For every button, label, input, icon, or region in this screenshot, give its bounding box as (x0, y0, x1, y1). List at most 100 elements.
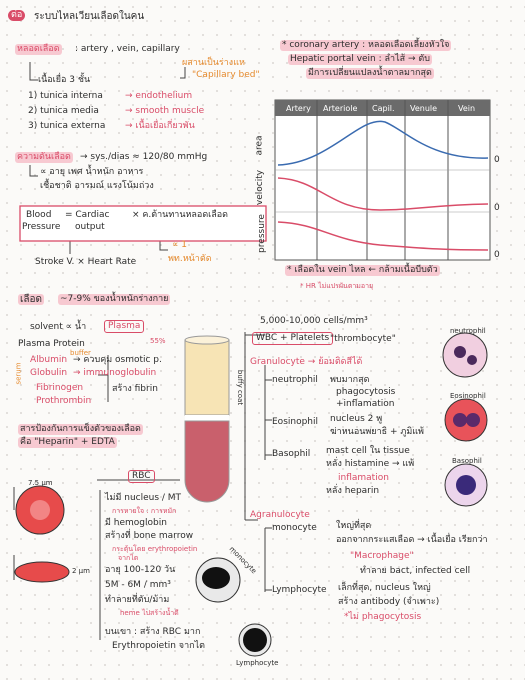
text: ∝ 1 (172, 240, 188, 250)
text: มี hemoglobin (105, 518, 167, 528)
axis-label: pressure (256, 214, 267, 253)
column-label: Capil. (372, 104, 395, 113)
text: เนื้อเยื่อ 3 ชั้น (38, 75, 91, 85)
text: *ไม่ phagocytosis (344, 612, 422, 622)
formula-box (19, 205, 267, 242)
text: พบมากสุด (330, 375, 370, 385)
text: output (75, 222, 105, 232)
text: × ค.ต้านทานหลอดเลือด (132, 210, 229, 220)
text: Granulocyte → ย้อมติดสีได้ (250, 357, 363, 367)
text: mast cell ใน tissue (326, 446, 410, 456)
text: buffy coat (236, 369, 245, 406)
column-label: Venule (410, 104, 438, 113)
text: neutrophil (272, 375, 318, 385)
text: inflamation (338, 473, 389, 483)
text: "thrombocyte" (330, 334, 396, 344)
text: หลั่ง heparin (326, 486, 380, 496)
text: บนเขา : สร้าง RBC มาก (105, 627, 201, 637)
text: * coronary artery : หลอดเลือดเลี้ยงหัวใจ (280, 40, 452, 51)
text: สร้าง fibrin (112, 384, 158, 394)
cell-label: Basophil (452, 457, 482, 465)
text: → ควบคุม osmotic p. (73, 355, 162, 365)
text: 3) tunica externa (28, 121, 106, 131)
axis-label: area (254, 135, 265, 156)
text: ~7-9% ของน้ำหนักร่างกาย (58, 294, 171, 305)
text: จากไต (118, 554, 139, 562)
text: = Cardiac (65, 210, 110, 220)
column-label: Arteriole (323, 104, 358, 113)
text: Pressure (22, 222, 61, 232)
text: การหายใจ : การหมัก (112, 507, 177, 515)
test-tube (184, 335, 230, 503)
text: serum (14, 362, 23, 385)
cell-label: Eosinophil (450, 392, 486, 400)
text: Blood (26, 210, 52, 220)
layout-lines (13, 62, 272, 640)
text: → endothelium (125, 91, 193, 101)
text: nucleus 2 พู (330, 414, 383, 424)
text: : artery , vein, capillary (75, 44, 180, 54)
text: Eosinophil (272, 417, 319, 427)
text: Albumin (30, 355, 68, 365)
text: ใหญ่ที่สุด (336, 521, 372, 531)
dimension: 2 µm (72, 567, 90, 575)
label: Plasma (104, 320, 145, 333)
text: 55% (150, 337, 166, 345)
axis-label: velocity (255, 169, 266, 206)
text: เชื้อชาติ อารมณ์ แรงโน้มถ่วง (40, 181, 154, 191)
note: ผสานเป็นร่างแห (182, 58, 245, 68)
text: Lymphocyte (272, 585, 327, 595)
heading: เลือด (18, 294, 45, 305)
text: ∝ อายุ เพศ น้ำหนัก อาหาร (40, 167, 144, 177)
text: Prothrombin (36, 396, 92, 406)
text: Stroke V. × Heart Rate (35, 257, 137, 267)
text: ออกจากกระแสเลือด → เนื้อเยื่อ เรียกว่า (336, 535, 488, 545)
text: solvent ∝ น้ำ (30, 322, 87, 332)
text: กระตุ้นโดย erythropoietin (112, 545, 198, 553)
zero: 0 (494, 250, 500, 260)
text: อายุ 100-120 วัน (105, 565, 176, 575)
text: phagocytosis (336, 387, 396, 397)
text: 1) tunica interna (28, 91, 103, 101)
text: Plasma Protein (18, 339, 85, 349)
text: หลั่ง histamine → แพ้ (326, 459, 415, 469)
note: * เลือดใน vein ไหล ← กล้ามเนื้อบีบตัว (285, 265, 440, 276)
flow-graph (274, 99, 491, 261)
dimension: 7.5 µm (28, 479, 53, 487)
zero: 0 (494, 155, 500, 165)
text: Fibrinogen (36, 383, 84, 393)
text: +inflamation (336, 399, 395, 409)
text: ฆ่าหนอนพยาธิ + ภูมิแพ้ (330, 427, 424, 437)
column-label: Vein (458, 104, 476, 113)
text: ไม่มี nucleus / MT (105, 493, 182, 503)
text: มีการเปลี่ยนแปลงน้ำตาลมากสุด (306, 68, 434, 79)
text: monocyte (272, 523, 317, 533)
text: heme ไปสร้างน้ำดี (120, 609, 179, 617)
text: สารป้องกันการแข็งตัวของเลือด (18, 424, 143, 435)
text: ทำลาย bact, infected cell (360, 566, 471, 576)
badge: ต่อ (8, 10, 26, 21)
text: → sys./dias ≈ 120/80 mmHg (80, 152, 208, 162)
text: คือ "Heparin" + EDTA (18, 437, 117, 448)
zero: 0 (494, 203, 500, 213)
cells (14, 332, 488, 657)
text: 5,000-10,000 cells/mm³ (260, 316, 368, 326)
text: → smooth muscle (125, 106, 205, 116)
cell-label: neutrophil (450, 327, 486, 335)
text: สร้าง antibody (จำเพาะ) (338, 597, 440, 607)
text: สร้างที่ bone marrow (105, 531, 194, 541)
cell-label: Lymphocyte (236, 659, 279, 667)
text: → immunoglobulin (73, 368, 157, 378)
text: 2) tunica media (28, 106, 99, 116)
note: "Capillary bed" (192, 70, 260, 80)
text: Hepatic portal vein : ลำไส้ → ตับ (288, 54, 432, 65)
text: → เนื้อเยื่อเกี่ยวพัน (125, 121, 195, 131)
text: "Macrophage" (350, 551, 414, 561)
text: Erythropoietin จากไต (112, 641, 205, 651)
label: WBC + Platelets (252, 332, 334, 345)
text: พท.หน้าตัด (168, 254, 212, 264)
title: ระบบไหลเวียนเลือดในคน (34, 11, 145, 22)
text: Agranulocyte (250, 510, 310, 520)
